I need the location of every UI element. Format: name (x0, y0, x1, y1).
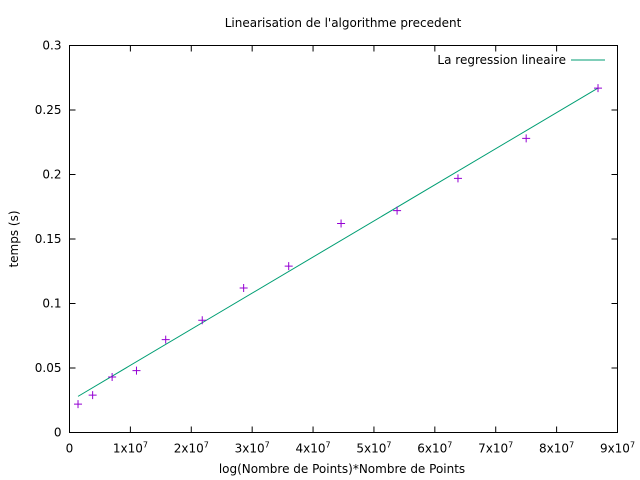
data-point (74, 400, 83, 409)
y-tick-label: 0.05 (35, 361, 62, 375)
x-tick-label: 5x107 (356, 441, 391, 456)
data-point (88, 391, 97, 400)
legend-label: La regression lineaire (437, 53, 566, 67)
x-tick-label: 0 (66, 442, 74, 456)
data-point (161, 335, 170, 344)
data-point (393, 206, 402, 215)
x-tick-label: 8x107 (539, 441, 574, 456)
y-tick-label: 0.15 (35, 232, 62, 246)
x-axis-label: log(Nombre de Points)*Nombre de Points (219, 462, 465, 476)
y-tick-label: 0.1 (42, 297, 61, 311)
data-point (284, 262, 293, 271)
chart-title: Linearisation de l'algorithme precedent (225, 16, 462, 30)
data-point (108, 373, 117, 382)
x-tick-label: 4x107 (296, 441, 331, 456)
data-point (594, 84, 603, 93)
x-tick-label: 7x107 (478, 441, 513, 456)
data-point (132, 366, 141, 375)
data-point (337, 219, 346, 228)
y-axis-label: temps (s) (7, 210, 21, 267)
x-tick-label: 1x107 (113, 441, 148, 456)
regression-line (77, 87, 599, 397)
x-tick-label: 3x107 (235, 441, 270, 456)
data-point (239, 284, 248, 293)
y-tick-label: 0 (54, 426, 62, 440)
x-tick-label: 9x107 (600, 441, 635, 456)
series-layer (74, 84, 603, 409)
data-point (453, 174, 462, 183)
legend: La regression lineaire (437, 53, 605, 67)
y-axis: 0 0.05 0.1 0.15 0.2 0.25 0.3 (35, 39, 618, 440)
y-tick-label: 0.2 (42, 168, 61, 182)
y-tick-label: 0.25 (35, 103, 62, 117)
x-tick-label: 2x107 (174, 441, 209, 456)
x-axis: 0 1x107 2x107 3x107 4x107 5x107 6x107 7x107 8x10… (66, 45, 635, 456)
x-tick-label: 6x107 (417, 441, 452, 456)
y-tick-label: 0.3 (42, 39, 61, 53)
data-point (522, 134, 531, 143)
data-point (198, 316, 207, 325)
